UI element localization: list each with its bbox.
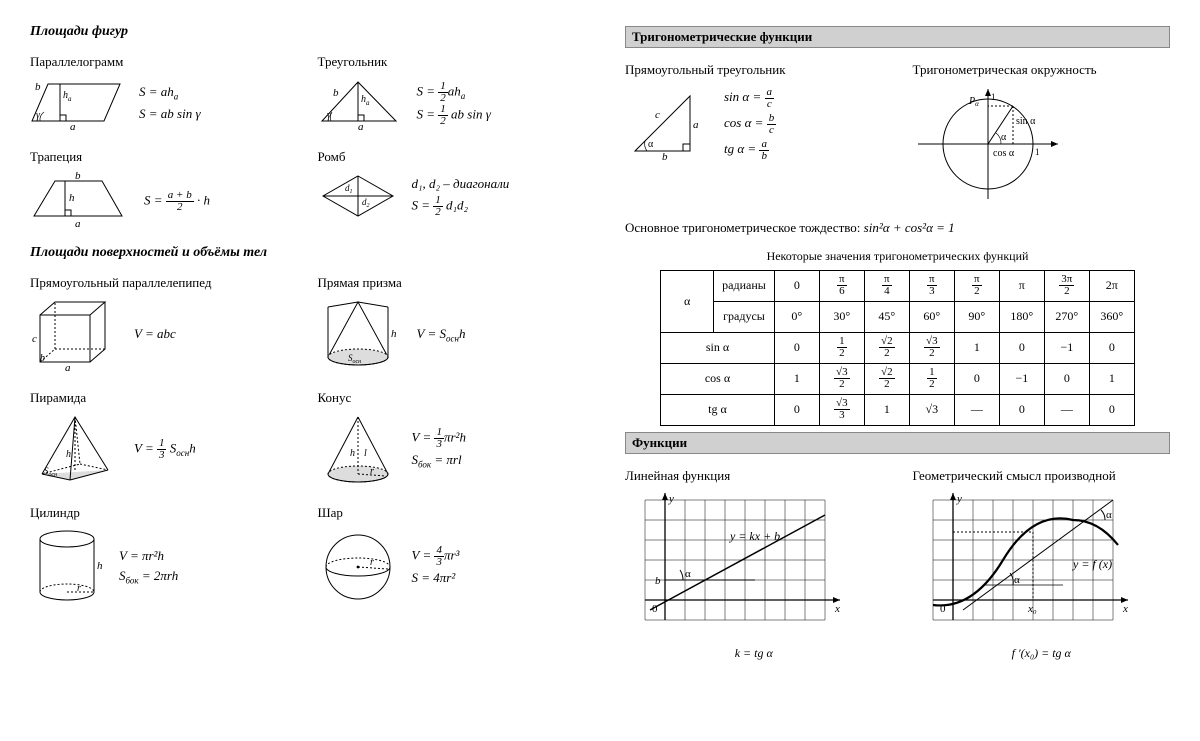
svg-text:d2: d2 — [362, 197, 370, 209]
pyramid-icon: h Sосн — [30, 412, 120, 487]
unit-circle-icon: α Pα sin α cos α 1 1 — [913, 84, 1063, 204]
areas-heading: Площади фигур — [30, 24, 575, 40]
svg-text:c: c — [32, 333, 37, 345]
unit-circle-title: Тригонометрическая окружность — [913, 62, 1171, 78]
linear-bottom: k = tg α — [625, 646, 883, 661]
trig-table: α радианы 0 π6 π4 π3 π2 π 3π2 2π градусы… — [660, 270, 1135, 426]
parallelogram-icon: b ha γ a — [30, 76, 125, 131]
cone-title: Конус — [318, 390, 576, 406]
svg-text:h: h — [350, 448, 355, 459]
svg-text:b: b — [35, 81, 41, 93]
trig-identity: Основное тригонометрическое тождество: s… — [625, 218, 1170, 239]
svg-text:Pα: Pα — [968, 96, 979, 108]
svg-text:sin α: sin α — [1016, 116, 1036, 127]
cuboid-formula: V = abc — [134, 324, 176, 345]
svg-text:a: a — [693, 119, 699, 131]
trig-table-caption: Некоторые значения тригонометрических фу… — [625, 249, 1170, 264]
trapezoid-formula: S = a + b2 · h — [144, 190, 210, 213]
cone-icon: h l r — [318, 412, 398, 487]
svg-text:b: b — [655, 575, 661, 587]
parallelogram-title: Параллелограмм — [30, 54, 288, 70]
svg-text:a: a — [65, 362, 71, 372]
svg-text:b: b — [40, 353, 45, 364]
svg-text:x: x — [834, 603, 840, 615]
svg-text:r: r — [77, 583, 81, 594]
rhombus-title: Ромб — [318, 149, 576, 165]
rhombus-icon: d1 d2 — [318, 171, 398, 221]
parallelogram-formulas: S = aha S = ab sin γ — [139, 82, 201, 125]
cylinder-formulas: V = πr²h Sбок = 2πrh — [119, 546, 178, 589]
svg-text:α: α — [1014, 574, 1020, 586]
svg-text:y: y — [668, 493, 674, 505]
triangle-icon: b ha γ a — [318, 76, 403, 131]
svg-text:ha: ha — [63, 90, 72, 103]
linear-graph-icon: α b 0 y x y = kx + b — [625, 490, 855, 640]
svg-text:α: α — [648, 139, 654, 150]
right-triangle-title: Прямоугольный треугольник — [625, 62, 883, 78]
svg-text:Sосн: Sосн — [44, 466, 57, 478]
deriv-graph-icon: α α 0 y x x₀ y = f (x) — [913, 490, 1143, 640]
rhombus-formulas: d₁, d₂ – диагонали S = 12 d₁d₂ — [412, 174, 510, 218]
deriv-title: Геометрический смысл производной — [913, 468, 1171, 484]
deriv-bottom: f ′(x₀) = tg α — [913, 646, 1171, 661]
svg-text:h: h — [69, 192, 75, 204]
svg-text:r: r — [370, 466, 374, 477]
right-triangle-icon: c a b α — [625, 86, 710, 161]
left-column: Площади фигур Параллелограмм b ha γ a S … — [30, 20, 575, 663]
svg-text:a: a — [358, 121, 364, 131]
linear-title: Линейная функция — [625, 468, 883, 484]
sphere-title: Шар — [318, 505, 576, 521]
svg-text:c: c — [655, 109, 660, 121]
svg-text:α: α — [1106, 509, 1112, 521]
svg-text:a: a — [70, 121, 76, 131]
triangle-formulas: S = 12aha S = 12 ab sin γ — [417, 81, 491, 127]
svg-text:a: a — [75, 218, 81, 230]
sphere-formulas: V = 43πr³ S = 4πr² — [412, 545, 460, 589]
prism-icon: h Sосн — [318, 297, 403, 372]
svg-text:cos α: cos α — [993, 148, 1015, 159]
svg-text:y: y — [956, 493, 962, 505]
svg-text:y = f (x): y = f (x) — [1072, 557, 1112, 571]
svg-text:d1: d1 — [345, 183, 353, 195]
trig-heading: Тригонометрические функции — [625, 26, 1170, 48]
right-column: Тригонометрические функции Прямоугольный… — [625, 20, 1170, 663]
cylinder-title: Цилиндр — [30, 505, 288, 521]
svg-text:b: b — [75, 171, 81, 182]
prism-title: Прямая призма — [318, 275, 576, 291]
svg-text:1: 1 — [991, 92, 996, 102]
svg-text:b: b — [662, 151, 668, 161]
page: Площади фигур Параллелограмм b ha γ a S … — [30, 20, 1170, 663]
cone-formulas: V = 13πr²h Sбок = πrl — [412, 427, 466, 472]
trapezoid-title: Трапеция — [30, 149, 288, 165]
cuboid-title: Прямоугольный параллелепипед — [30, 275, 288, 291]
functions-heading: Функции — [625, 432, 1170, 454]
rtri-formulas: sin α = ac cos α = bc tg α = ab — [724, 84, 776, 162]
volumes-heading: Площади поверхностей и объёмы тел — [30, 245, 575, 261]
svg-text:h: h — [97, 560, 103, 572]
pyramid-title: Пирамида — [30, 390, 288, 406]
svg-text:α: α — [1001, 132, 1007, 143]
svg-text:ha: ha — [361, 94, 370, 107]
svg-text:l: l — [364, 448, 367, 459]
cuboid-icon: c b a — [30, 297, 120, 372]
trapezoid-icon: b h a — [30, 171, 130, 231]
svg-text:0: 0 — [940, 603, 946, 615]
svg-text:y = kx + b: y = kx + b — [729, 529, 780, 543]
sphere-icon: r — [318, 527, 398, 607]
svg-text:α: α — [685, 568, 691, 580]
svg-text:r: r — [370, 557, 374, 568]
svg-text:0: 0 — [652, 603, 658, 615]
svg-text:b: b — [333, 87, 339, 99]
triangle-title: Треугольник — [318, 54, 576, 70]
pyramid-formula: V = 13 Sоснh — [134, 438, 196, 461]
svg-text:x₀: x₀ — [1027, 603, 1037, 615]
svg-text:h: h — [66, 449, 71, 460]
prism-formula: V = Sоснh — [417, 324, 466, 346]
svg-text:h: h — [391, 328, 397, 340]
svg-text:1: 1 — [1035, 147, 1040, 157]
svg-text:x: x — [1122, 603, 1128, 615]
cylinder-icon: h r — [30, 527, 105, 607]
